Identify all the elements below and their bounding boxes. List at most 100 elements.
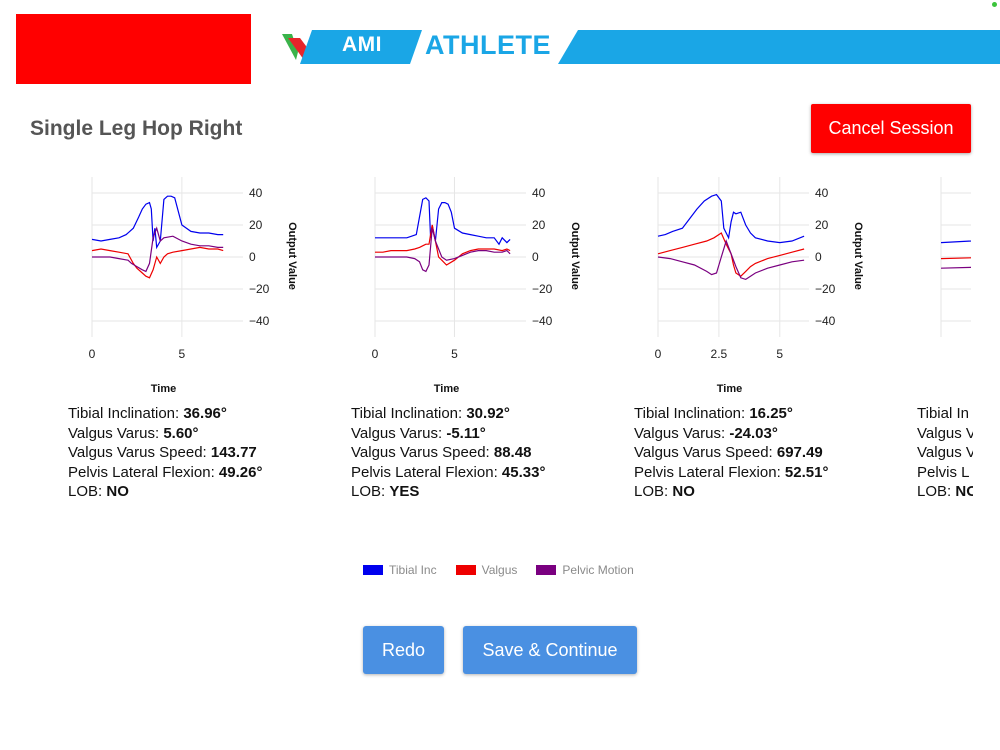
legend-swatch — [536, 565, 557, 575]
stat-label: Pelvis L — [917, 463, 970, 481]
status-dot — [992, 2, 997, 7]
stat-value: 88.48 — [493, 444, 532, 461]
legend-swatch — [363, 565, 383, 575]
tibial-inclination-row: Tibial Inclination: 36.96° — [68, 404, 262, 424]
trial-chart-1 — [91, 177, 243, 337]
stat-label: Tibial Inclination: — [634, 405, 750, 422]
stat-label: Valgus Varus: — [634, 424, 730, 442]
series-line-pelvic-motion — [375, 228, 511, 273]
valgus-varus-speed-row: Valgus Varus Speed: 697.49 — [634, 443, 828, 463]
legend-label: Tibial Inc — [389, 563, 437, 577]
trial-stats-2: Tibial Inclination: 30.92° Valgus Varus:… — [351, 404, 545, 502]
series-line-tibial-inc — [940, 240, 971, 244]
y-tick-label: 20 — [249, 218, 263, 232]
lob-row: LOB: NO — [68, 482, 262, 502]
y-tick-label: −20 — [532, 282, 553, 296]
stat-value: -5.11° — [446, 424, 486, 442]
series-line-valgus — [91, 246, 224, 279]
trial-chart-4 — [940, 177, 971, 337]
y-tick-label: 20 — [815, 218, 829, 232]
stat-value: 36.96° — [183, 405, 227, 422]
logo-blue-parallelogram — [300, 30, 422, 64]
stat-label: Valgus Varus Speed: — [634, 444, 777, 461]
series-line-valgus — [657, 232, 805, 277]
valgus-varus-row: Valgus Varus: -5.11° — [351, 424, 545, 444]
x-tick-label: 2.5 — [711, 347, 728, 361]
y-tick-label: −40 — [249, 314, 270, 328]
series-line-pelvic-motion — [657, 239, 805, 281]
y-axis-title: Output Value — [286, 222, 298, 290]
pelvis-lateral-flexion-row: Pelvis L — [917, 463, 973, 483]
stat-value: NO — [955, 483, 973, 500]
y-tick-label: 20 — [532, 218, 546, 232]
valgus-varus-row: Valgus Varus: 5.60° — [68, 424, 262, 444]
brand-name: ATHLETE — [425, 30, 551, 60]
page-title: Single Leg Hop Right — [30, 117, 243, 140]
save-continue-button[interactable]: Save & Continue — [463, 626, 637, 674]
stat-value: 49.26° — [218, 463, 263, 481]
valgus-varus-row: Valgus V — [917, 424, 973, 444]
valgus-varus-speed-row: Valgus V — [917, 443, 973, 463]
stat-label: Pelvis Lateral Flexion: — [634, 463, 785, 481]
ami-logo — [282, 30, 422, 64]
series-line-tibial-inc — [375, 197, 511, 246]
stat-value: 45.33° — [501, 463, 546, 481]
stat-label: LOB: — [68, 483, 107, 500]
stat-value: 143.77 — [210, 444, 257, 461]
pelvis-lateral-flexion-row: Pelvis Lateral Flexion: 45.33° — [351, 463, 545, 483]
x-tick-label: 5 — [776, 347, 783, 361]
stat-label: Valgus V — [917, 444, 973, 461]
cancel-session-button[interactable]: Cancel Session — [811, 104, 971, 153]
redo-button[interactable]: Redo — [363, 626, 444, 674]
tibial-inclination-row: Tibial Inclination: 16.25° — [634, 404, 828, 424]
stat-value: 30.92° — [466, 405, 510, 422]
redacted-header-region — [16, 14, 251, 84]
stat-label: Tibial Inclination: — [351, 405, 467, 422]
series-line-tibial-inc — [657, 193, 805, 244]
stat-label: Pelvis Lateral Flexion: — [68, 463, 219, 481]
stat-label: LOB: — [634, 483, 673, 500]
y-tick-label: 0 — [249, 250, 256, 264]
stat-value: 52.51° — [784, 463, 829, 481]
stat-label: Valgus V — [917, 424, 973, 442]
lob-row: LOB: NO — [917, 482, 973, 502]
x-tick-label: 5 — [179, 347, 186, 361]
stat-label: LOB: — [917, 483, 956, 500]
series-line-valgus — [375, 224, 511, 266]
series-line-tibial-inc — [91, 195, 224, 250]
pelvis-lateral-flexion-row: Pelvis Lateral Flexion: 52.51° — [634, 463, 828, 483]
stat-label: Valgus Varus: — [351, 424, 447, 442]
chart-legend: Tibial Inc Valgus Pelvic Motion — [363, 563, 653, 577]
trial-stats-4-clipped: Tibial In Valgus V Valgus V Pelvis L LOB… — [917, 404, 973, 504]
y-tick-label: −40 — [532, 314, 553, 328]
legend-item-valgus[interactable]: Valgus — [455, 563, 518, 577]
series-line-pelvic-motion — [92, 226, 224, 273]
tibial-inclination-row: Tibial In — [917, 404, 973, 424]
trial-chart-2 — [374, 177, 526, 337]
trial-stats-1: Tibial Inclination: 36.96° Valgus Varus:… — [68, 404, 262, 502]
valgus-varus-speed-row: Valgus Varus Speed: 143.77 — [68, 443, 262, 463]
stat-label: LOB: — [351, 483, 390, 500]
y-tick-label: −40 — [815, 314, 836, 328]
x-tick-label: 0 — [372, 347, 379, 361]
stat-value: 697.49 — [776, 444, 823, 461]
stat-value: NO — [106, 483, 129, 500]
stat-label: Valgus Varus: — [68, 424, 164, 442]
x-axis-title: Time — [434, 383, 459, 395]
stat-value: 16.25° — [749, 405, 793, 422]
x-axis-title: Time — [717, 383, 742, 395]
y-tick-label: 0 — [532, 250, 539, 264]
legend-label: Pelvic Motion — [562, 563, 634, 577]
tibial-inclination-row: Tibial Inclination: 30.92° — [351, 404, 545, 424]
y-tick-label: 0 — [815, 250, 822, 264]
legend-label: Valgus — [481, 563, 518, 577]
y-tick-label: −20 — [249, 282, 270, 296]
trial-stats-3: Tibial Inclination: 16.25° Valgus Varus:… — [634, 404, 828, 502]
stat-label: Tibial In — [917, 405, 969, 422]
x-tick-label: 0 — [89, 347, 96, 361]
lob-row: LOB: YES — [351, 482, 545, 502]
legend-item-pelvic[interactable]: Pelvic Motion — [536, 563, 634, 577]
stat-value: YES — [389, 483, 420, 500]
legend-item-tibial[interactable]: Tibial Inc — [363, 563, 437, 577]
